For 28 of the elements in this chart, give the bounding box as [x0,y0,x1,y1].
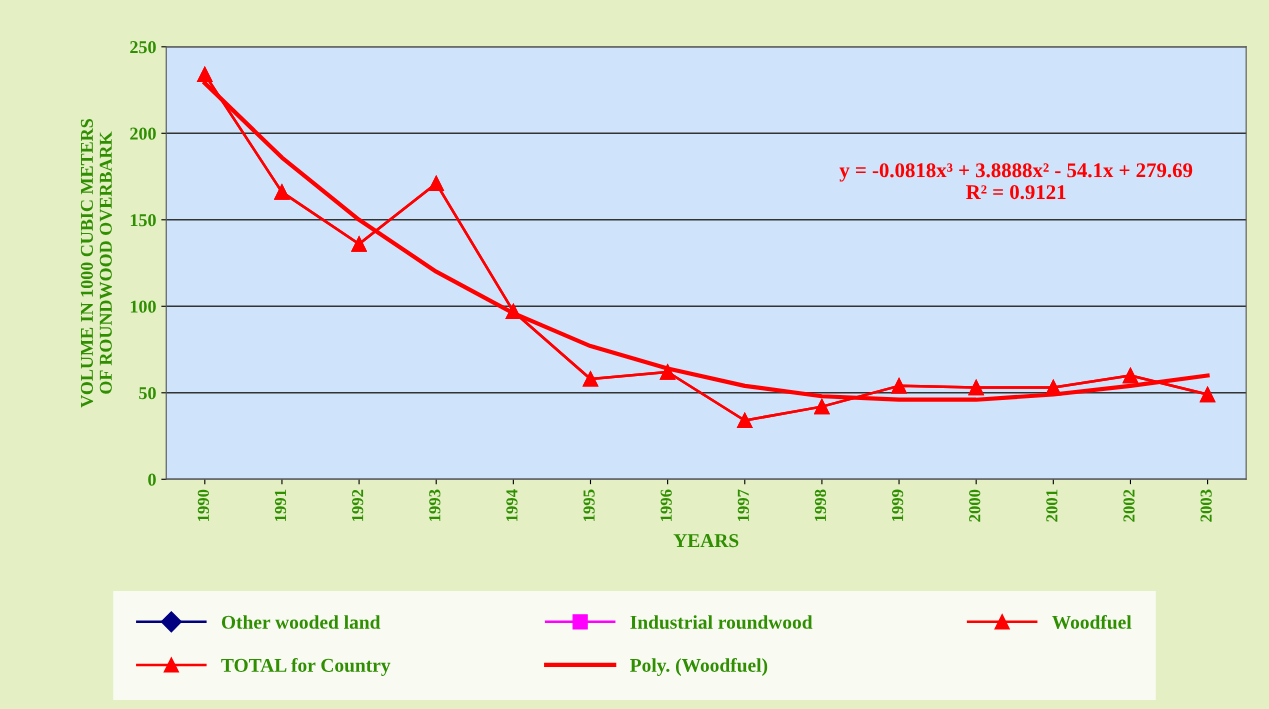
x-tick-label: 1999 [892,489,904,521]
x-tick-label: 1991 [274,489,287,521]
x-axis-title: YEARS [673,534,739,548]
legend-label: Other wooded land [221,615,381,629]
x-tick-label: 1993 [429,489,441,521]
x-tick-label: 1990 [197,489,209,521]
x-tick-label: 1998 [814,489,827,521]
x-tick-label: 1995 [583,489,595,521]
x-tick-label: 2003 [1200,489,1212,522]
y-tick-label: 200 [130,127,156,140]
x-tick-label: 1996 [660,489,672,521]
y-tick-label: 150 [130,214,156,227]
annotation: y = -0.0818x³ + 3.8888x² - 54.1x + 279.69 R² = 0.9121 [839,163,1193,200]
y-tick-label: 50 [139,387,156,400]
x-tick-label: 2000 [969,489,981,522]
y-tick-label: 0 [148,473,156,486]
y-axis-title: VOLUME IN 1000 CUBIC METERS OF ROUNDWOOD OVERBARK [80,119,112,408]
legend-label: Woodfuel [1052,614,1132,629]
x-tick-label: 2002 [1123,489,1135,522]
x-tick-label: 1994 [506,489,518,521]
x-tick-label: 1992 [352,489,364,521]
legend-label: TOTAL for Country [221,658,391,676]
x-tick-label: 1997 [737,489,749,521]
x-tick-label: 2001 [1046,489,1058,522]
y-tick-label: 250 [130,41,156,54]
legend-label: Poly. (Woodfuel) [630,658,768,676]
y-tick-label: 100 [130,300,156,313]
legend-label: Industrial roundwood [630,615,813,629]
